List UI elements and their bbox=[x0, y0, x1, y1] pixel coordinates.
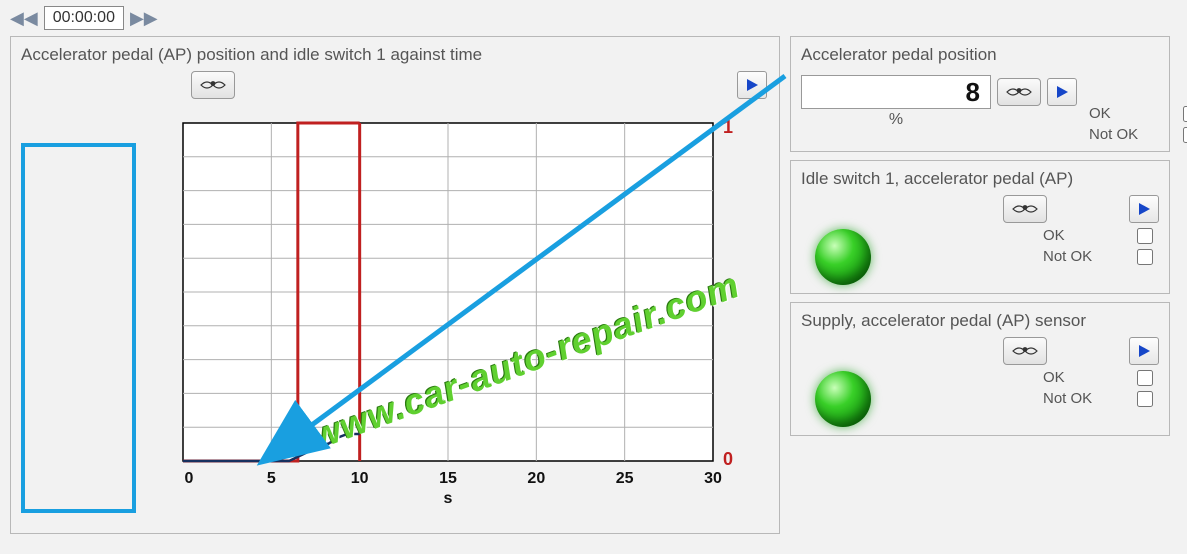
svg-text:s: s bbox=[444, 490, 453, 507]
supply-sensor-panel: Supply, accelerator pedal (AP) sensor bbox=[790, 302, 1170, 436]
svg-text:15: 15 bbox=[439, 470, 457, 487]
supply-notok-label: Not OK bbox=[1043, 390, 1092, 407]
pedal-notok-label: Not OK bbox=[1089, 126, 1138, 143]
prev-button[interactable]: ◀◀ bbox=[10, 8, 38, 29]
pedal-ok-row: OK bbox=[1089, 105, 1187, 122]
supply-info-button[interactable] bbox=[1003, 337, 1047, 365]
chart-panel: Accelerator pedal (AP) position and idle… bbox=[10, 36, 780, 534]
supply-notok-checkbox[interactable] bbox=[1137, 391, 1153, 407]
svg-text:0: 0 bbox=[185, 470, 194, 487]
supply-notok-row: Not OK bbox=[1043, 390, 1153, 407]
supply-ok-row: OK bbox=[1043, 369, 1153, 386]
next-button[interactable]: ▶▶ bbox=[130, 8, 158, 29]
pedal-info-button[interactable] bbox=[997, 78, 1041, 106]
pedal-value: 8 bbox=[801, 75, 991, 109]
supply-ok-checkbox[interactable] bbox=[1137, 370, 1153, 386]
pedal-position-panel: Accelerator pedal position 8 bbox=[790, 36, 1170, 152]
chart-area: 0102030405060708090100%051015202530s10 bbox=[143, 107, 743, 507]
pedal-ok-checkbox[interactable] bbox=[1183, 106, 1187, 122]
idle-play-button[interactable] bbox=[1129, 195, 1159, 223]
idle-ok-label: OK bbox=[1043, 227, 1065, 244]
svg-text:30: 30 bbox=[704, 470, 722, 487]
supply-title: Supply, accelerator pedal (AP) sensor bbox=[801, 311, 1159, 331]
playback-bar: ◀◀ 00:00:00 ▶▶ bbox=[0, 0, 1187, 36]
idle-notok-label: Not OK bbox=[1043, 248, 1092, 265]
idle-notok-row: Not OK bbox=[1043, 248, 1153, 265]
idle-switch-panel: Idle switch 1, accelerator pedal (AP) bbox=[790, 160, 1170, 294]
pedal-notok-checkbox[interactable] bbox=[1183, 127, 1187, 143]
svg-text:25: 25 bbox=[616, 470, 634, 487]
supply-play-button[interactable] bbox=[1129, 337, 1159, 365]
chart-info-button[interactable] bbox=[191, 71, 235, 99]
idle-notok-checkbox[interactable] bbox=[1137, 249, 1153, 265]
svg-text:0: 0 bbox=[723, 449, 733, 469]
svg-text:10: 10 bbox=[351, 470, 369, 487]
chart-play-button[interactable] bbox=[737, 71, 767, 99]
pedal-title: Accelerator pedal position bbox=[801, 45, 1159, 65]
idle-title: Idle switch 1, accelerator pedal (AP) bbox=[801, 169, 1159, 189]
info-eye-icon bbox=[198, 76, 228, 94]
time-display: 00:00:00 bbox=[44, 6, 124, 30]
idle-info-button[interactable] bbox=[1003, 195, 1047, 223]
idle-ok-checkbox[interactable] bbox=[1137, 228, 1153, 244]
play-icon bbox=[1055, 85, 1069, 99]
svg-text:5: 5 bbox=[267, 470, 276, 487]
play-icon bbox=[1137, 344, 1151, 358]
svg-text:20: 20 bbox=[527, 470, 545, 487]
pedal-unit: % bbox=[801, 111, 991, 129]
svg-text:1: 1 bbox=[723, 117, 733, 137]
chart-svg: 0102030405060708090100%051015202530s10 bbox=[143, 107, 743, 507]
pedal-play-button[interactable] bbox=[1047, 78, 1077, 106]
pedal-ok-label: OK bbox=[1089, 105, 1111, 122]
info-eye-icon bbox=[1010, 200, 1040, 218]
pedal-notok-row: Not OK bbox=[1089, 126, 1187, 143]
play-icon bbox=[1137, 202, 1151, 216]
supply-led-icon bbox=[815, 371, 871, 427]
info-eye-icon bbox=[1010, 342, 1040, 360]
info-eye-icon bbox=[1004, 83, 1034, 101]
y-axis-highlight-box bbox=[21, 143, 136, 513]
idle-ok-row: OK bbox=[1043, 227, 1153, 244]
play-icon bbox=[745, 78, 759, 92]
chart-title: Accelerator pedal (AP) position and idle… bbox=[21, 45, 769, 65]
idle-led-icon bbox=[815, 229, 871, 285]
supply-ok-label: OK bbox=[1043, 369, 1065, 386]
